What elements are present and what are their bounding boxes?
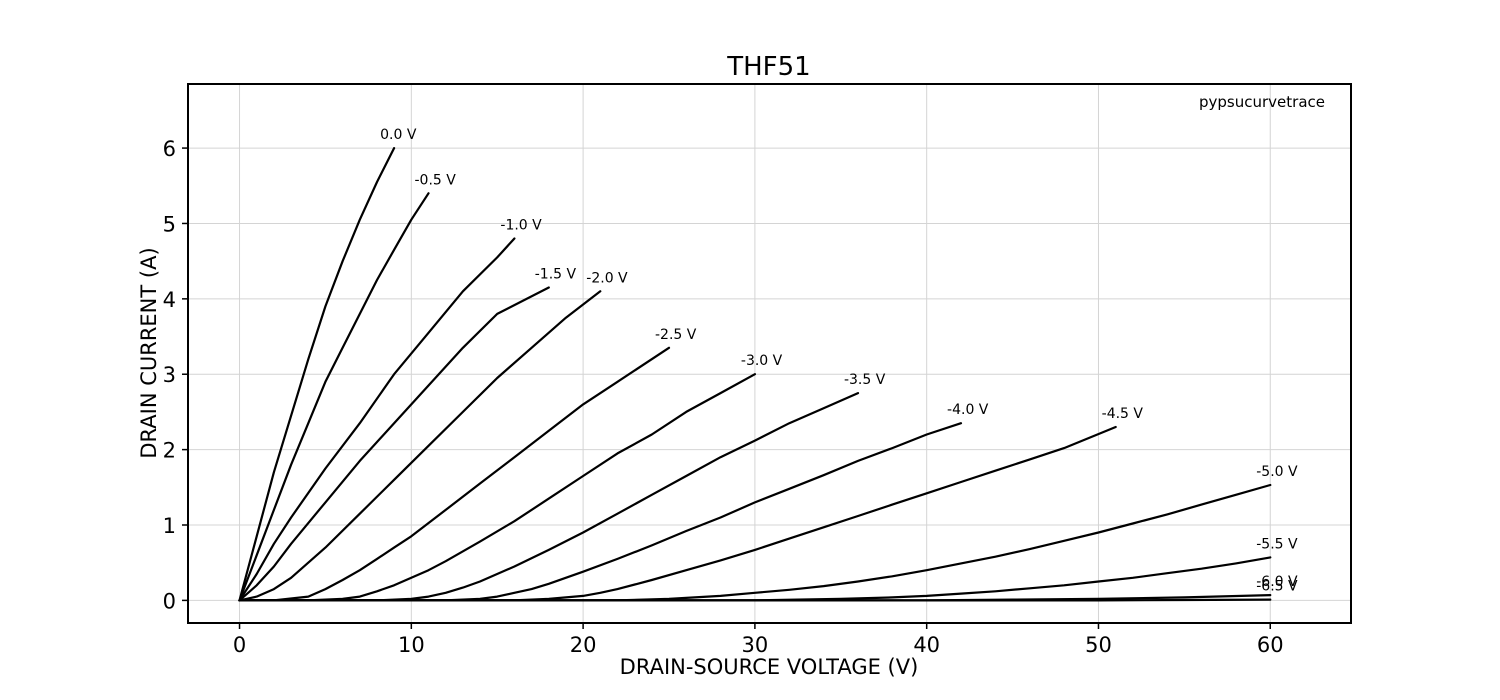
curve-series bbox=[238, 392, 860, 602]
x-tick-label: 30 bbox=[742, 633, 769, 657]
chart-title: THF51 bbox=[726, 52, 810, 82]
curve-label: -4.5 V bbox=[1102, 406, 1144, 422]
curve-label: -5.0 V bbox=[1256, 464, 1298, 480]
y-axis-label: DRAIN CURRENT (A) bbox=[137, 247, 161, 458]
watermark-text: pypsucurvetrace bbox=[1199, 93, 1325, 111]
curve-label: -5.5 V bbox=[1256, 536, 1298, 552]
y-tick-label: 5 bbox=[163, 212, 176, 236]
curve-label: -2.0 V bbox=[586, 270, 628, 286]
y-tick-label: 0 bbox=[163, 589, 176, 613]
curve-series bbox=[238, 286, 550, 602]
y-tick-label: 6 bbox=[163, 137, 176, 161]
curve-series bbox=[238, 346, 671, 602]
curve-label: -2.5 V bbox=[655, 327, 697, 343]
curve-label: 0.0 V bbox=[380, 127, 417, 143]
x-tick-label: 60 bbox=[1257, 633, 1284, 657]
curve-series bbox=[238, 483, 1272, 602]
curve-series bbox=[238, 422, 963, 602]
y-tick-label: 4 bbox=[163, 288, 176, 312]
x-axis-label: DRAIN-SOURCE VOLTAGE (V) bbox=[620, 655, 919, 679]
y-tick-label: 3 bbox=[163, 363, 176, 387]
y-tick-label: 2 bbox=[163, 439, 176, 463]
curves bbox=[238, 147, 1272, 602]
curve-series bbox=[238, 237, 516, 602]
curve-series bbox=[238, 373, 757, 602]
curve-series bbox=[238, 425, 1117, 602]
x-tick-label: 0 bbox=[233, 633, 246, 657]
curve-series bbox=[238, 290, 602, 602]
curve-label: -0.5 V bbox=[415, 172, 457, 188]
curve-series bbox=[238, 556, 1272, 602]
plot-frame bbox=[187, 83, 1352, 624]
curve-label: -6.0 V bbox=[1256, 574, 1298, 590]
curve-label: -4.0 V bbox=[947, 402, 989, 418]
ticks: 0 10 20 30 40 50 60 0 1 2 3 4 5 6 bbox=[163, 137, 1284, 657]
curve-label: -6.5 V bbox=[1256, 579, 1298, 595]
y-tick-label: 1 bbox=[163, 514, 176, 538]
x-tick-label: 50 bbox=[1085, 633, 1112, 657]
curve-label: -1.0 V bbox=[500, 218, 542, 234]
curve-series bbox=[238, 598, 1272, 602]
curve-series bbox=[238, 147, 396, 602]
curve-series bbox=[238, 192, 430, 602]
x-tick-label: 40 bbox=[913, 633, 940, 657]
curve-labels: 0.0 V -0.5 V -1.0 V -1.5 V -2.0 V -2.5 V -3.0 … bbox=[380, 127, 1298, 595]
grid bbox=[188, 84, 1351, 623]
x-tick-label: 20 bbox=[570, 633, 597, 657]
curve-label: -3.5 V bbox=[844, 372, 886, 388]
x-tick-label: 10 bbox=[398, 633, 425, 657]
curve-label: -3.0 V bbox=[741, 353, 783, 369]
curve-label: -1.5 V bbox=[535, 267, 577, 283]
